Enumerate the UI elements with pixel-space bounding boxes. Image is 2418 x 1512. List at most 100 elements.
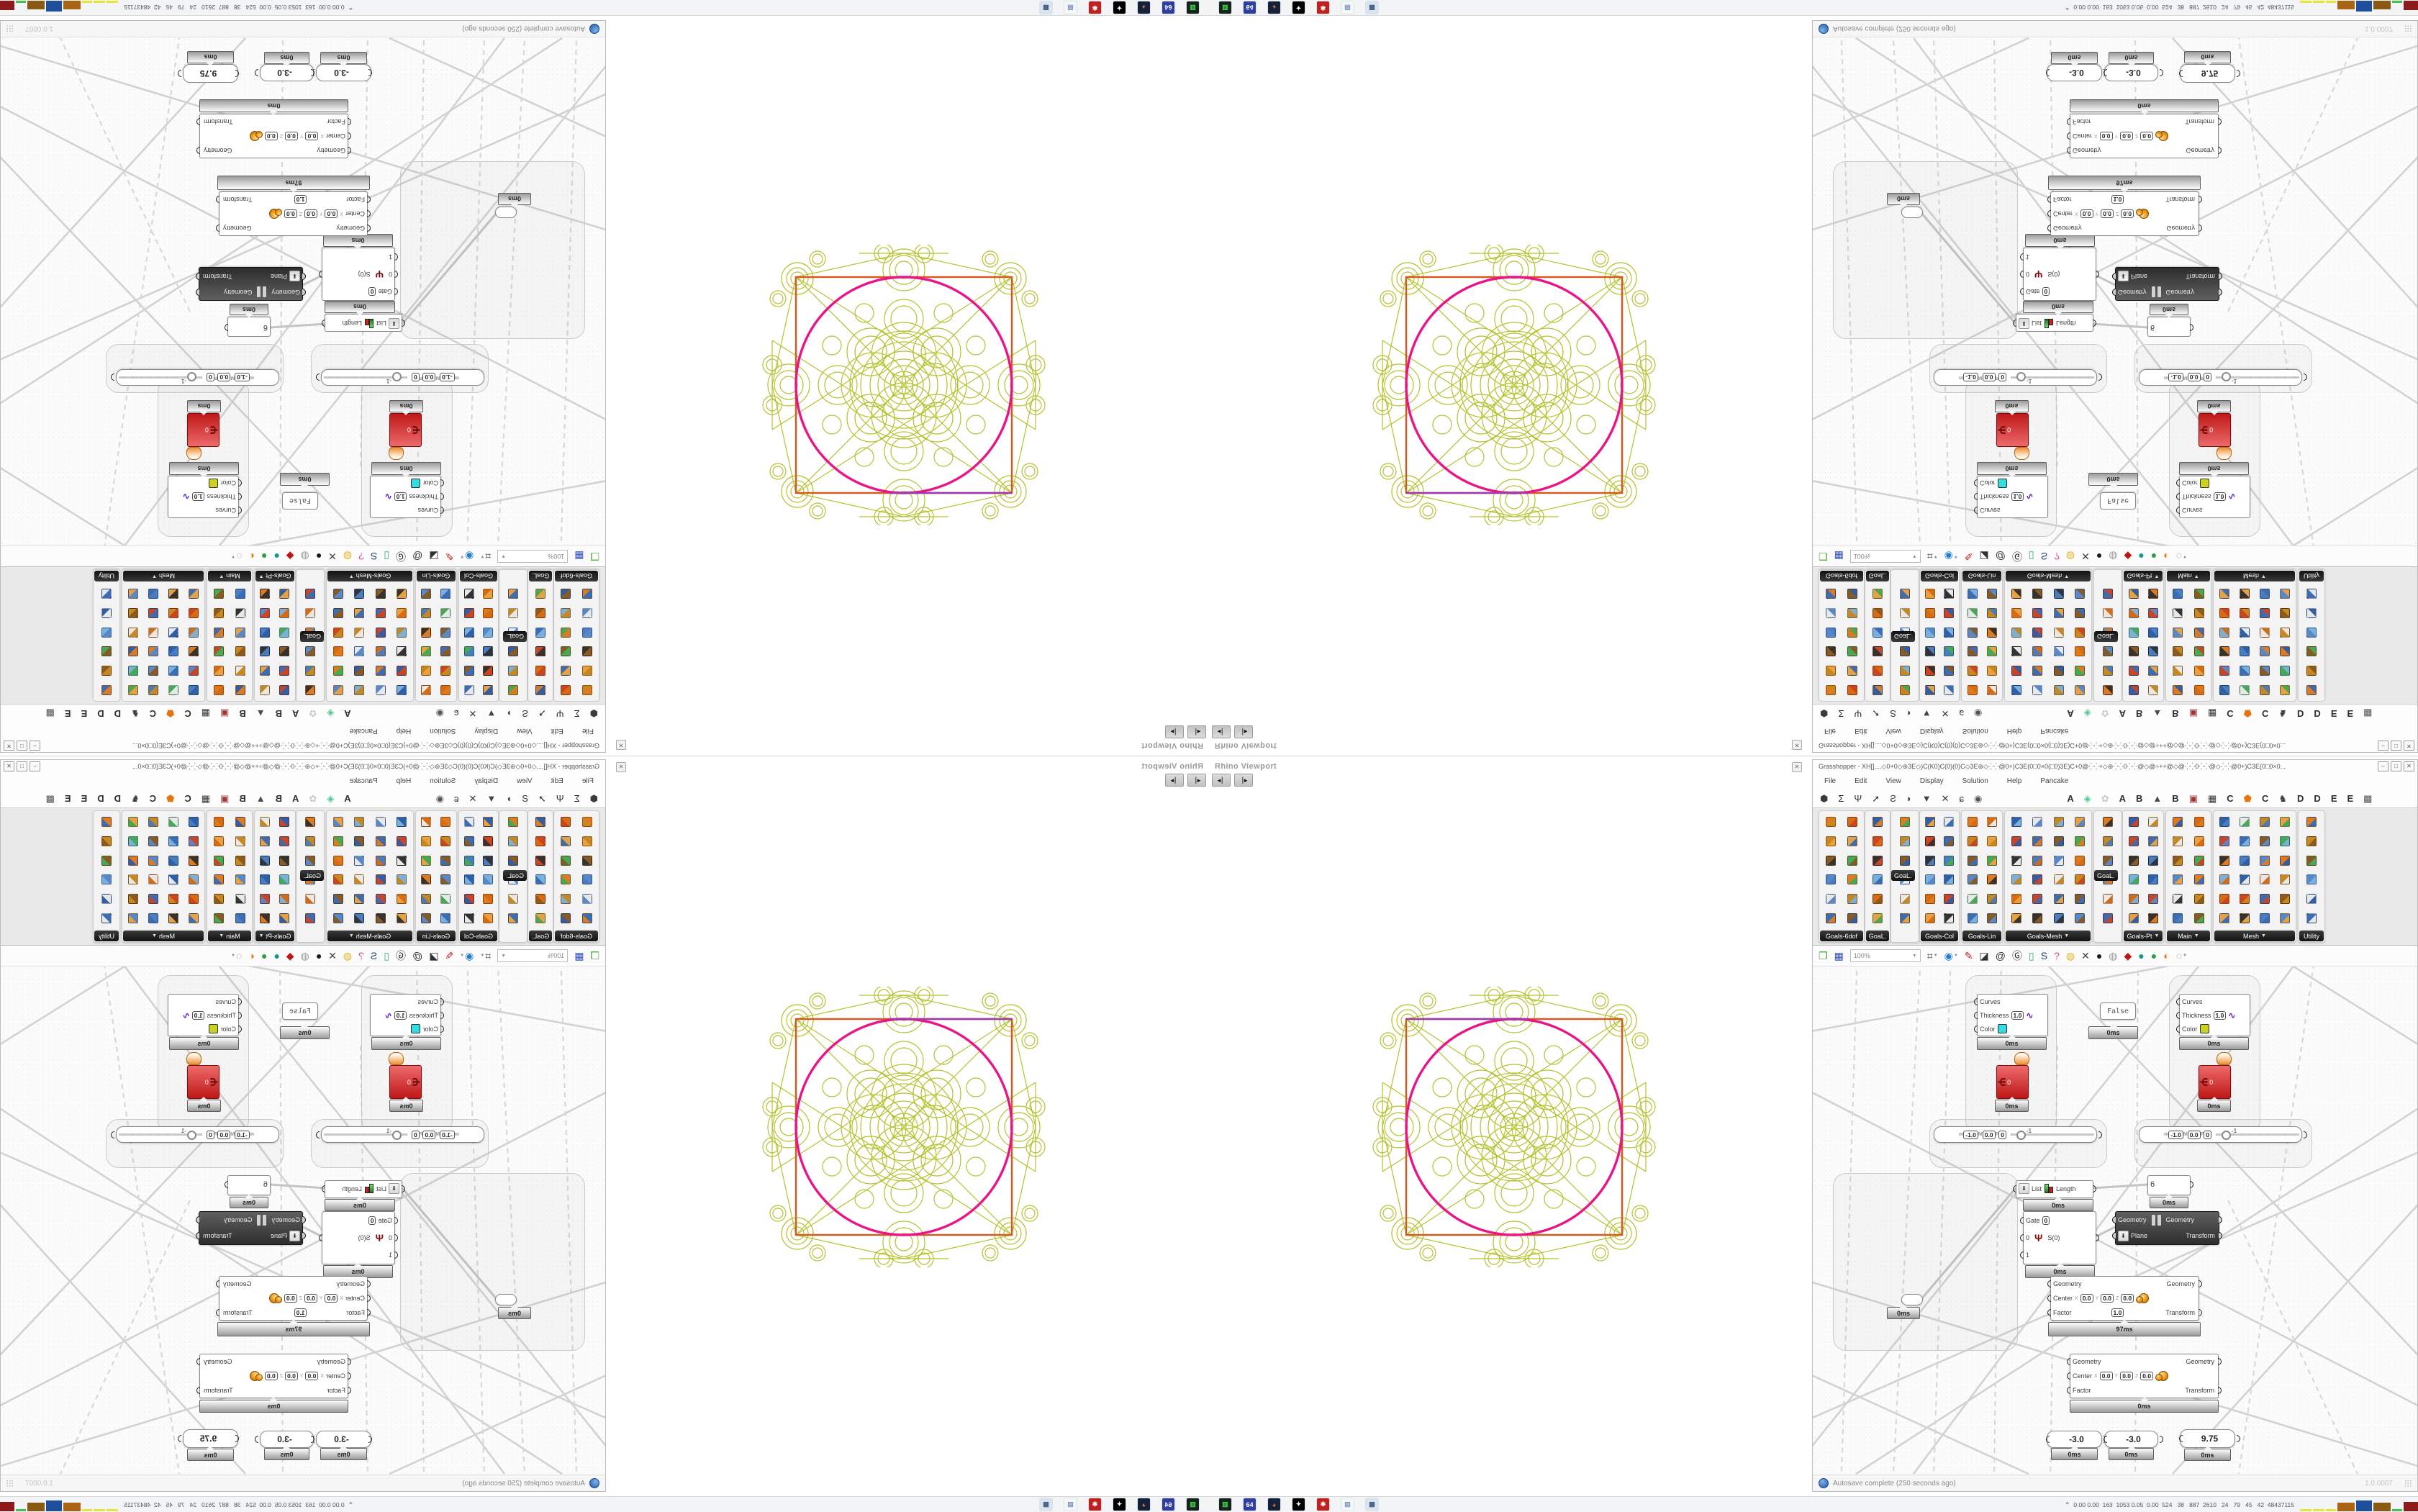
component-icon[interactable]	[2075, 836, 2086, 846]
dock-right-button[interactable]: ▕►	[1165, 774, 1184, 787]
slider-track[interactable]: -1	[2215, 372, 2299, 384]
value-box[interactable]: 0.0	[2120, 132, 2134, 140]
panel-label[interactable]: Goals-Col	[460, 931, 497, 941]
component-icon[interactable]	[2147, 684, 2158, 695]
category-tab-D[interactable]: D	[114, 708, 121, 720]
component-icon[interactable]	[2147, 874, 2158, 885]
hexagon-icon[interactable]: ⬢	[589, 708, 598, 720]
mountain-icon[interactable]: ▲	[2152, 708, 2163, 720]
rhino-icon[interactable]: ✦	[1113, 1, 1126, 14]
calculator-icon[interactable]: ▦	[1366, 1, 1378, 14]
component-icon[interactable]	[235, 913, 245, 923]
stream-gate-node[interactable]: Gate 0 0 Ψ S(0) 1	[319, 1211, 398, 1264]
component-icon[interactable]	[101, 646, 112, 657]
panel-label[interactable]: Utility	[94, 571, 119, 581]
component-icon[interactable]	[421, 608, 432, 619]
boolean-toggle-node[interactable]: False	[282, 1002, 318, 1020]
component-icon[interactable]	[168, 684, 178, 695]
component-icon[interactable]	[235, 874, 245, 885]
curve-display-node[interactable]: Curves Thickness 1.0 ∿ Color	[370, 476, 444, 518]
component-icon[interactable]	[279, 589, 290, 599]
tray-expand-icon[interactable]: ⌃	[2064, 4, 2070, 12]
value-box[interactable]: 0	[412, 1130, 420, 1139]
component-icon[interactable]	[168, 893, 178, 904]
component-icon[interactable]	[168, 855, 178, 866]
component-icon[interactable]	[440, 874, 451, 885]
component-icon[interactable]	[2306, 913, 2317, 923]
component-icon[interactable]	[2128, 646, 2139, 657]
component-icon[interactable]	[2147, 893, 2158, 904]
chevron-down-icon[interactable]: ▼	[2064, 933, 2070, 938]
component-icon[interactable]	[440, 913, 451, 923]
scale-node[interactable]: Geometry Geometry Center X 0.0 Y 0.0 Z 0.0 Fact…	[216, 191, 371, 236]
component-icon[interactable]	[128, 836, 138, 846]
component-icon[interactable]	[279, 893, 290, 904]
output-port[interactable]	[255, 1436, 258, 1443]
menu-view[interactable]: View	[1885, 777, 1901, 785]
input-port[interactable]	[2176, 997, 2180, 1005]
component-icon[interactable]	[2075, 589, 2086, 599]
gate-icon[interactable]: ◪	[429, 950, 438, 961]
component-icon[interactable]	[279, 666, 290, 676]
component-icon[interactable]	[2173, 666, 2183, 676]
flower-icon[interactable]: ✿	[309, 792, 317, 804]
number-panel-node[interactable]: 6	[2147, 1175, 2193, 1195]
shaded-dark-icon[interactable]: ●	[316, 950, 322, 961]
list-length-node[interactable]: ⬇ List Length	[322, 1180, 405, 1198]
component-icon[interactable]	[508, 893, 518, 904]
value-box[interactable]: 1.0	[294, 195, 307, 204]
component-icon[interactable]	[305, 817, 315, 828]
gem-icon[interactable]: ◈	[2083, 792, 2091, 804]
drive-icon[interactable]: ▥	[1219, 1498, 1231, 1511]
slider-knob[interactable]	[2221, 1131, 2231, 1140]
component-icon[interactable]	[2306, 855, 2317, 866]
flower-icon[interactable]: ✿	[2101, 708, 2109, 720]
input-port[interactable]	[2020, 271, 2024, 278]
component-icon[interactable]	[561, 627, 571, 638]
ball-teal-icon[interactable]: ●	[2138, 951, 2144, 961]
panel-label[interactable]: Goals-Pt ▼	[2124, 571, 2163, 581]
output-port[interactable]	[2232, 1078, 2236, 1086]
menu-file[interactable]: File	[581, 777, 594, 785]
category-tab-C[interactable]: C	[2227, 792, 2234, 804]
maximize-button[interactable]: □	[2391, 741, 2401, 751]
component-icon[interactable]	[189, 913, 199, 923]
shaded-dark-icon[interactable]: ●	[2096, 551, 2102, 562]
bird-icon[interactable]: ♞	[130, 708, 140, 720]
slider-knob[interactable]	[187, 372, 197, 381]
component-icon[interactable]	[235, 646, 245, 657]
value-box[interactable]: 0.0	[2140, 1372, 2154, 1380]
relay-node[interactable]	[1901, 207, 1923, 218]
component-icon[interactable]	[279, 684, 290, 695]
slider-knob[interactable]	[187, 1131, 197, 1140]
input-port[interactable]	[2112, 1232, 2116, 1239]
component-icon[interactable]	[421, 646, 432, 657]
slider-knob[interactable]	[392, 1131, 402, 1140]
component-icon[interactable]	[421, 684, 432, 695]
grid-icon[interactable]: ▦	[2207, 792, 2217, 804]
category-tab-B[interactable]: B	[2136, 792, 2143, 804]
floppy-64-icon[interactable]: 64	[1244, 1, 1256, 14]
selection-icon[interactable]: ◌ ▼	[231, 950, 242, 961]
color-swatch[interactable]	[411, 479, 421, 488]
component-icon[interactable]	[332, 913, 343, 923]
component-icon[interactable]	[1967, 666, 1978, 676]
menu-file[interactable]: File	[581, 727, 594, 735]
value-box[interactable]: 0.0	[264, 132, 278, 140]
menu-help[interactable]: Help	[2006, 727, 2022, 735]
output-port[interactable]	[2030, 1078, 2034, 1086]
value-box[interactable]: 0	[2204, 1130, 2211, 1139]
component-icon[interactable]	[2219, 627, 2229, 638]
find-icon[interactable]: S	[371, 551, 377, 562]
component-icon[interactable]	[260, 855, 271, 866]
leaf-icon[interactable]: ◗	[1906, 708, 1912, 720]
export-icon[interactable]: ▯	[384, 950, 389, 961]
hexagon-icon[interactable]: ⬢	[1820, 792, 1829, 804]
curve-display-node[interactable]: Curves Thickness 1.0 ∿ Color	[168, 476, 242, 518]
component-icon[interactable]	[464, 913, 474, 923]
panel-label[interactable]: Goals-6dof	[555, 931, 598, 941]
component-icon[interactable]	[214, 817, 224, 828]
component-icon[interactable]	[2011, 646, 2021, 657]
output-port[interactable]	[111, 1131, 114, 1138]
component-icon[interactable]	[440, 627, 451, 638]
